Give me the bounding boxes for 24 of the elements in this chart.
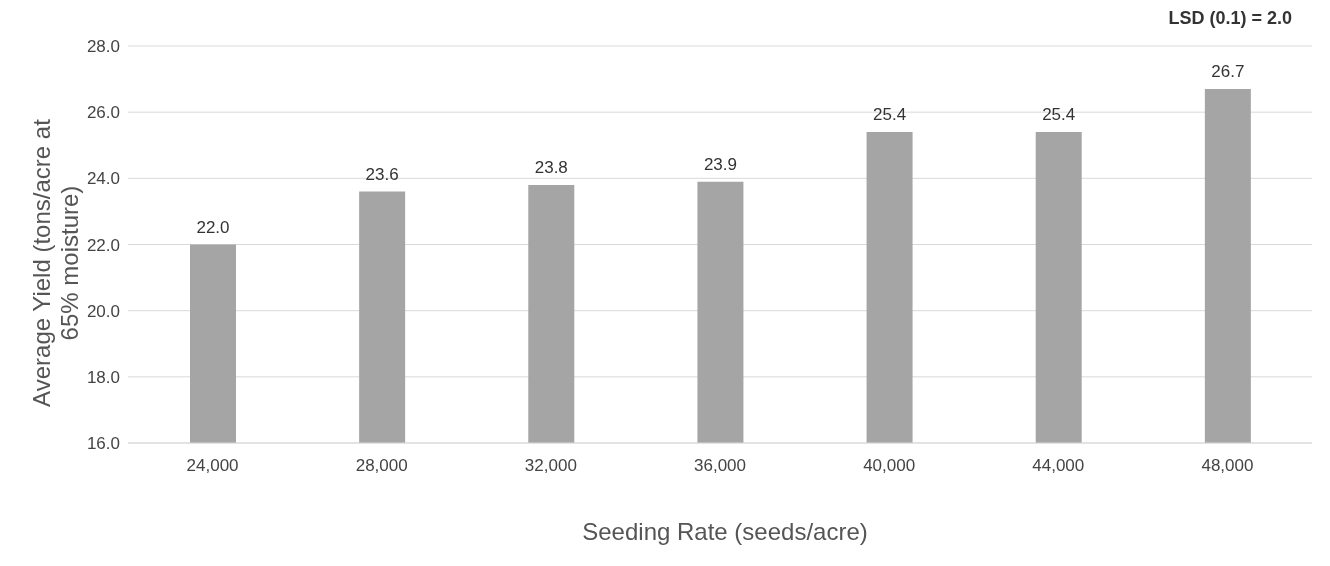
x-tick-label: 28,000	[355, 456, 408, 476]
x-tick-label: 48,000	[1201, 456, 1254, 476]
data-label: 23.9	[703, 154, 737, 174]
x-tick-label: 44,000	[1032, 456, 1085, 476]
y-tick-label: 24.0	[86, 169, 120, 189]
y-tick-label: 20.0	[86, 301, 120, 321]
y-tick-label: 22.0	[86, 235, 120, 255]
x-tick-label: 24,000	[186, 456, 239, 476]
data-label: 25.4	[1042, 105, 1076, 125]
data-label: 25.4	[873, 105, 907, 125]
data-label: 23.8	[534, 157, 568, 177]
y-tick-label: 16.0	[86, 434, 120, 454]
x-tick-label: 40,000	[863, 456, 916, 476]
text: LSD (0.1) = 2.0	[1168, 8, 1292, 29]
data-label: 23.6	[365, 164, 399, 184]
x-tick-label: 32,000	[524, 456, 577, 476]
y-tick-label: 18.0	[86, 367, 120, 387]
data-label: 22.0	[196, 217, 230, 237]
y-axis-title: Average Yield (tons/acre at 65% moisture)	[28, 118, 84, 409]
x-axis-title: Seeding Rate (seeds/acre)	[581, 518, 869, 546]
y-tick-label: 26.0	[86, 103, 120, 123]
data-label: 26.7	[1211, 62, 1245, 82]
x-tick-label: 36,000	[694, 456, 746, 476]
y-tick-label: 28.0	[86, 37, 120, 57]
